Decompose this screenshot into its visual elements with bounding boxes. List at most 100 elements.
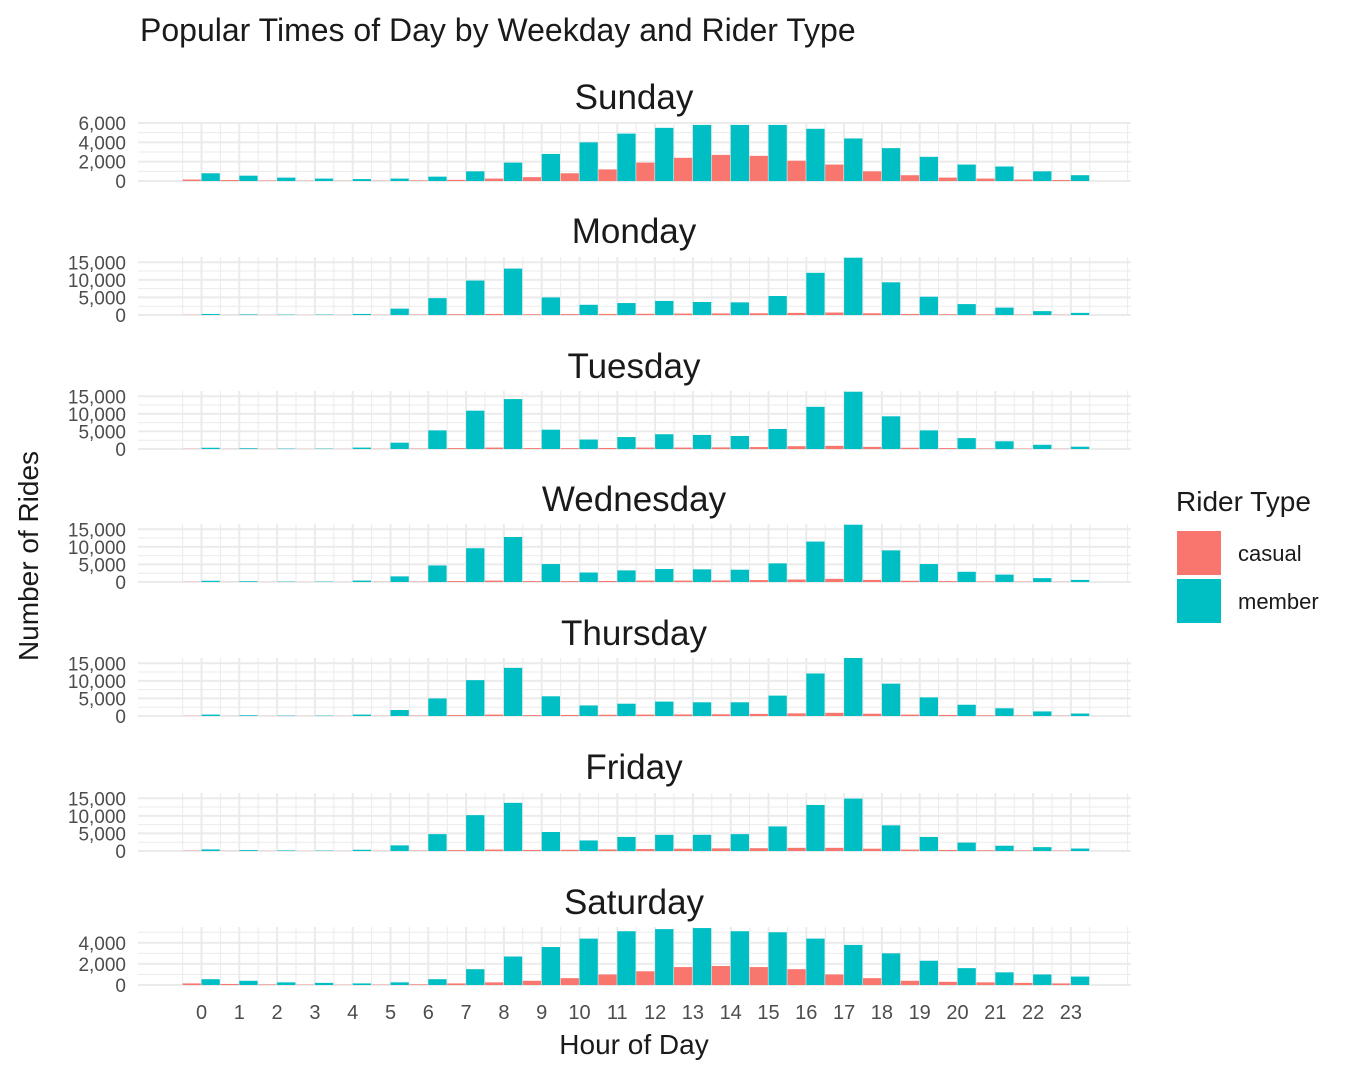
bar-casual-19 xyxy=(900,175,920,181)
bar-member-22 xyxy=(1033,711,1052,716)
bar-casual-0 xyxy=(182,179,201,181)
bar-member-1 xyxy=(239,581,258,582)
x-tick-label: 19 xyxy=(909,1002,931,1024)
bar-casual-17 xyxy=(825,974,844,985)
x-tick-label: 21 xyxy=(984,1002,1006,1024)
bar-member-9 xyxy=(541,947,560,985)
bar-member-4 xyxy=(352,580,371,582)
bar-member-5 xyxy=(390,576,409,582)
bar-member-19 xyxy=(919,836,938,851)
x-tick-label: 6 xyxy=(423,1002,434,1024)
bar-casual-13 xyxy=(674,157,693,181)
bar-member-11 xyxy=(617,836,636,851)
bar-member-12 xyxy=(655,701,674,716)
bar-member-15 xyxy=(768,932,787,985)
bar-member-9 xyxy=(541,832,560,851)
bar-member-8 xyxy=(503,537,523,582)
y-tick-label: 0 xyxy=(115,707,126,728)
bar-member-23 xyxy=(1070,848,1090,851)
bar-member-18 xyxy=(881,825,901,851)
bar-casual-12 xyxy=(636,447,655,449)
bar-member-18 xyxy=(881,148,901,181)
bar-member-14 xyxy=(730,702,749,716)
bar-member-17 xyxy=(844,257,863,315)
bar-casual-21 xyxy=(976,581,995,582)
bar-member-21 xyxy=(995,972,1014,985)
bar-casual-11 xyxy=(598,313,617,315)
bar-member-5 xyxy=(390,982,409,985)
bar-casual-18 xyxy=(863,978,882,985)
bar-member-1 xyxy=(239,448,258,449)
bar-casual-9 xyxy=(522,849,542,851)
bar-member-23 xyxy=(1070,713,1090,716)
y-tick-label: 0 xyxy=(115,172,126,193)
bar-member-7 xyxy=(466,548,485,582)
bar-casual-20 xyxy=(938,314,957,315)
bar-member-7 xyxy=(466,410,485,449)
bar-member-9 xyxy=(541,696,560,716)
bar-casual-16 xyxy=(787,446,806,449)
x-tick-label: 15 xyxy=(757,1002,779,1024)
bar-member-16 xyxy=(806,673,825,716)
bar-member-6 xyxy=(428,176,447,181)
bar-casual-12 xyxy=(636,714,655,716)
y-tick-label: 6,000 xyxy=(78,114,126,135)
y-tick-label: 0 xyxy=(115,976,126,997)
bar-member-20 xyxy=(957,968,976,985)
y-tick-label: 4,000 xyxy=(78,934,126,955)
x-tick-label: 8 xyxy=(498,1002,509,1024)
bar-casual-21 xyxy=(976,314,995,315)
bar-member-23 xyxy=(1070,312,1090,315)
bar-casual-17 xyxy=(825,578,844,582)
panels-layer: Sunday02,0004,0006,000Monday05,00010,000… xyxy=(68,78,1131,997)
y-tick-label: 10,000 xyxy=(68,807,126,828)
y-tick-label: 15,000 xyxy=(68,789,126,810)
bar-casual-21 xyxy=(976,715,995,716)
bar-member-21 xyxy=(995,574,1014,582)
x-tick-label: 12 xyxy=(644,1002,666,1024)
bar-casual-10 xyxy=(560,581,579,582)
legend-label-casual: casual xyxy=(1238,541,1302,566)
bar-member-22 xyxy=(1033,578,1052,582)
legend-swatch-casual xyxy=(1177,531,1221,575)
bar-member-12 xyxy=(655,568,674,582)
bar-casual-11 xyxy=(598,714,617,716)
bar-member-18 xyxy=(881,550,901,582)
bar-casual-10 xyxy=(560,448,579,449)
bar-member-11 xyxy=(617,303,636,315)
bar-member-17 xyxy=(844,391,863,449)
bar-casual-22 xyxy=(1014,179,1033,181)
bar-member-1 xyxy=(239,850,258,851)
bar-casual-16 xyxy=(787,713,806,716)
bar-member-23 xyxy=(1070,579,1090,582)
bar-casual-15 xyxy=(749,155,768,181)
bar-member-10 xyxy=(579,304,598,315)
bar-casual-15 xyxy=(749,580,768,582)
x-tick-label: 5 xyxy=(385,1002,396,1024)
x-tick-label: 2 xyxy=(272,1002,283,1024)
bar-member-8 xyxy=(503,399,523,449)
bar-member-7 xyxy=(466,815,485,851)
bar-member-6 xyxy=(428,298,447,315)
bar-member-5 xyxy=(390,308,409,315)
bar-member-18 xyxy=(881,282,901,315)
bar-member-13 xyxy=(692,834,712,851)
bar-member-17 xyxy=(844,944,863,985)
bar-casual-22 xyxy=(1014,982,1033,985)
bar-casual-13 xyxy=(674,967,693,985)
bar-casual-22 xyxy=(1014,850,1033,851)
bar-casual-18 xyxy=(863,713,882,716)
bar-member-11 xyxy=(617,437,636,449)
bar-casual-7 xyxy=(447,850,466,851)
y-tick-label: 5,000 xyxy=(78,422,126,443)
bar-casual-18 xyxy=(863,446,882,449)
bar-member-7 xyxy=(466,680,485,716)
bar-member-20 xyxy=(957,304,976,315)
bar-member-14 xyxy=(730,435,749,449)
bar-member-7 xyxy=(466,969,485,985)
y-tick-label: 5,000 xyxy=(78,555,126,576)
bar-member-5 xyxy=(390,442,409,449)
